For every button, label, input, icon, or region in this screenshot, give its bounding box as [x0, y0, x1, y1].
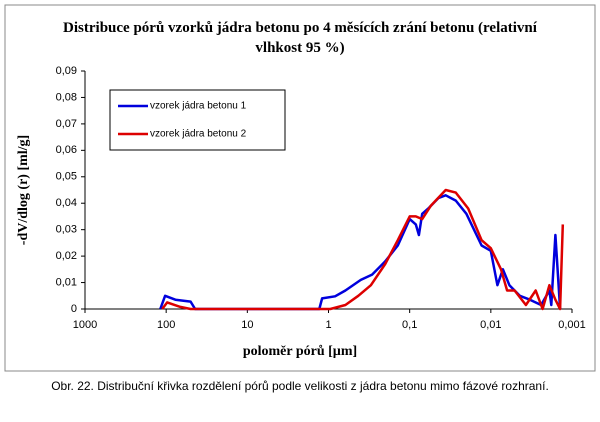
y-tick-label: 0,07 — [56, 118, 77, 130]
legend-box — [109, 89, 286, 151]
y-tick-label: 0,06 — [56, 144, 77, 156]
x-tick-label: 0,1 — [402, 319, 417, 331]
y-tick-label: 0,05 — [56, 171, 77, 183]
series-line — [159, 194, 562, 311]
x-tick-label: 1 — [325, 319, 331, 331]
x-axis-label: poloměr pórů [µm] — [243, 344, 357, 359]
series-line — [161, 188, 565, 311]
x-tick-label: 0,001 — [558, 319, 586, 331]
chart-frame — [4, 4, 596, 372]
legend-label: vzorek jádra betonu 2 — [150, 129, 247, 140]
caption: Obr. 22. Distribuční křivka rozdělení pó… — [51, 379, 549, 393]
x-tick-label: 10 — [241, 319, 253, 331]
chart-title: Distribuce pórů vzorků jádra betonu po 4… — [63, 20, 537, 56]
y-tick-label: 0,03 — [56, 224, 77, 236]
y-tick-label: 0,01 — [56, 276, 77, 288]
x-tick-label: 100 — [157, 319, 175, 331]
y-tick-label: 0 — [71, 303, 77, 315]
y-tick-label: 0,08 — [56, 91, 77, 103]
x-tick-label: 1000 — [73, 319, 97, 331]
y-tick-label: 0,09 — [56, 65, 77, 77]
legend-label: vzorek jádra betonu 1 — [150, 101, 247, 112]
y-tick-label: 0,02 — [56, 250, 77, 262]
y-tick-label: 0,04 — [56, 197, 77, 209]
y-axis-label: -dV/dlog (r) [ml/g] — [16, 135, 31, 245]
x-tick-label: 0,01 — [480, 319, 501, 331]
